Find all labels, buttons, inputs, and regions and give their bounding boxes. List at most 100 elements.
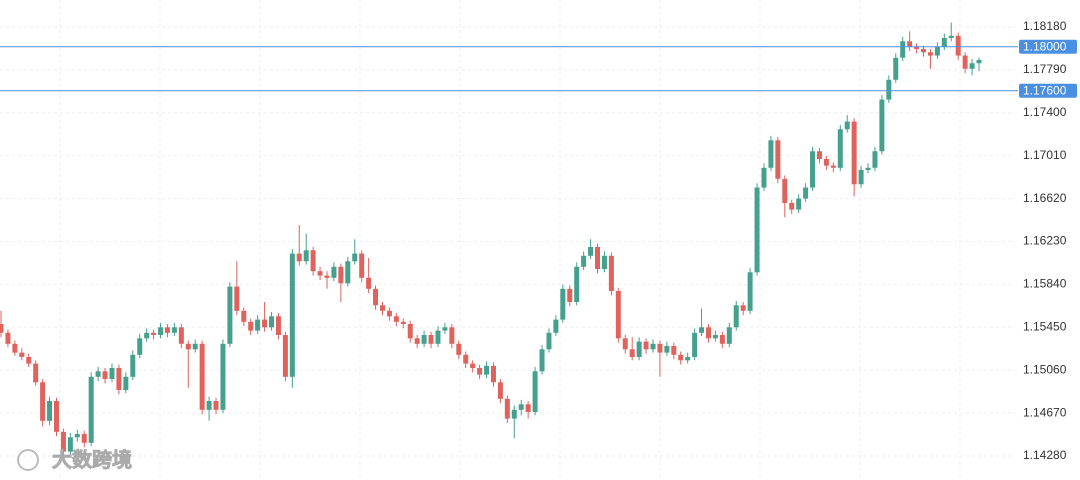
candle-body bbox=[789, 202, 795, 210]
candle-body bbox=[705, 327, 711, 339]
candle-body bbox=[220, 343, 226, 410]
candle-body bbox=[12, 343, 18, 353]
candle-body bbox=[456, 343, 462, 355]
candle-body bbox=[921, 48, 927, 53]
candle-body bbox=[435, 330, 441, 344]
candle-body bbox=[275, 316, 281, 335]
candle-body bbox=[567, 288, 573, 302]
candle-body bbox=[761, 167, 767, 188]
candle-body bbox=[123, 376, 129, 391]
candle-body bbox=[67, 437, 73, 452]
candle-body bbox=[206, 401, 212, 410]
vertical-grid bbox=[59, 0, 961, 480]
candle-body bbox=[941, 37, 947, 47]
candle-body bbox=[976, 59, 982, 64]
candle-body bbox=[615, 290, 621, 339]
candle-body bbox=[282, 334, 288, 377]
y-tick-label: 1.15450 bbox=[1023, 319, 1067, 333]
candle-body bbox=[803, 187, 809, 199]
candle-body bbox=[407, 323, 413, 339]
candle-body bbox=[685, 357, 691, 361]
candle-body bbox=[588, 246, 594, 256]
candle-body bbox=[359, 253, 365, 278]
candle-body bbox=[227, 286, 233, 344]
candle-body bbox=[574, 266, 580, 302]
candle-body bbox=[116, 368, 122, 391]
candle-body bbox=[88, 376, 94, 443]
candle-body bbox=[449, 327, 455, 344]
candle-body bbox=[768, 140, 774, 168]
candle-body bbox=[830, 165, 836, 168]
candle-body bbox=[733, 305, 739, 328]
candle-body bbox=[137, 338, 143, 355]
candle-body bbox=[581, 255, 587, 267]
candle-body bbox=[851, 121, 857, 185]
candle-body bbox=[74, 434, 80, 438]
candle-body bbox=[102, 371, 108, 380]
candle-body bbox=[934, 46, 940, 56]
candle-body bbox=[823, 158, 829, 166]
candle-body bbox=[366, 277, 372, 289]
candle-body bbox=[636, 341, 642, 358]
y-tick-label: 1.15840 bbox=[1023, 277, 1067, 291]
candle-body bbox=[775, 140, 781, 179]
candle-body bbox=[393, 316, 399, 322]
candle-body bbox=[477, 368, 483, 375]
candle-body bbox=[893, 57, 899, 80]
candle-body bbox=[622, 338, 628, 350]
candle-body bbox=[5, 332, 11, 344]
candle-body bbox=[414, 338, 420, 344]
candle-body bbox=[650, 343, 656, 350]
candle-body bbox=[317, 271, 323, 276]
candle-body bbox=[657, 343, 663, 353]
candle-body bbox=[95, 371, 101, 377]
candle-body bbox=[497, 382, 503, 399]
candle-body bbox=[858, 169, 864, 185]
candle-body bbox=[747, 272, 753, 311]
candle-body bbox=[927, 52, 933, 56]
candle-body bbox=[490, 365, 496, 383]
candle-body bbox=[525, 404, 531, 413]
candle-body bbox=[643, 341, 649, 350]
candle-body bbox=[428, 334, 434, 344]
y-tick-label: 1.14280 bbox=[1023, 448, 1067, 462]
candle-body bbox=[421, 334, 427, 344]
candle-body bbox=[158, 327, 164, 335]
candle-body bbox=[296, 253, 302, 262]
candle-body bbox=[810, 151, 816, 188]
candle-body bbox=[484, 365, 490, 375]
candle-body bbox=[19, 352, 25, 358]
candle-body bbox=[33, 363, 39, 383]
candle-body bbox=[151, 332, 157, 335]
candle-body bbox=[470, 363, 476, 369]
candle-body bbox=[664, 346, 670, 353]
candle-body bbox=[234, 286, 240, 311]
candle-body bbox=[192, 343, 198, 350]
y-tick-label: 1.16620 bbox=[1023, 191, 1067, 205]
candle-body bbox=[442, 327, 448, 331]
y-tick-label: 1.17790 bbox=[1023, 62, 1067, 76]
candle-body bbox=[130, 354, 136, 377]
candle-body bbox=[303, 250, 309, 262]
candle-body bbox=[553, 319, 559, 333]
candle-body bbox=[81, 434, 87, 443]
candle-body bbox=[754, 187, 760, 273]
candle-body bbox=[518, 404, 524, 410]
candle-body bbox=[907, 41, 913, 47]
candle-body bbox=[692, 332, 698, 358]
candle-body bbox=[386, 310, 392, 317]
candle-body bbox=[289, 253, 295, 377]
y-tick-label: 1.14670 bbox=[1023, 405, 1067, 419]
candle-body bbox=[324, 275, 330, 278]
candle-body bbox=[872, 151, 878, 168]
candle-body bbox=[601, 255, 607, 269]
candle-body bbox=[560, 288, 566, 320]
watermark: 大数跨境 bbox=[52, 448, 132, 472]
candle-body bbox=[373, 288, 379, 306]
candle-body bbox=[53, 401, 59, 432]
y-tick-label: 1.17400 bbox=[1023, 105, 1067, 119]
candle-body bbox=[213, 401, 219, 410]
candle-body bbox=[816, 151, 822, 159]
candle-body bbox=[352, 253, 358, 262]
